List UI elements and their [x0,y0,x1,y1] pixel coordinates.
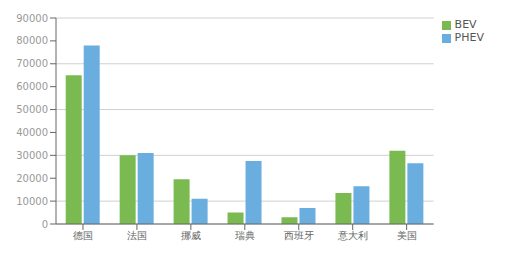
html-text:PHEV: PHEV [454,31,484,44]
svg-text:德国: 德国 [73,230,93,241]
svg-text:意大利: 意大利 [337,230,368,241]
svg-text:50000: 50000 [16,104,48,115]
svg-text:30000: 30000 [16,150,48,161]
svg-text:80000: 80000 [16,35,48,46]
svg-text:20000: 20000 [16,173,48,184]
svg-text:10000: 10000 [16,196,48,207]
html-text:BEV: BEV [454,18,477,31]
svg-text:美国: 美国 [397,230,417,241]
svg-text:90000: 90000 [16,13,48,24]
svg-text:法国: 法国 [127,230,147,241]
svg-text:0: 0 [42,219,48,230]
svg-text:挪威: 挪威 [181,230,201,241]
svg-text:40000: 40000 [16,127,48,138]
svg-text:70000: 70000 [16,58,48,69]
svg-text:西班牙: 西班牙 [284,230,314,241]
svg-text:瑞典: 瑞典 [235,230,255,241]
svg-text:60000: 60000 [16,81,48,92]
